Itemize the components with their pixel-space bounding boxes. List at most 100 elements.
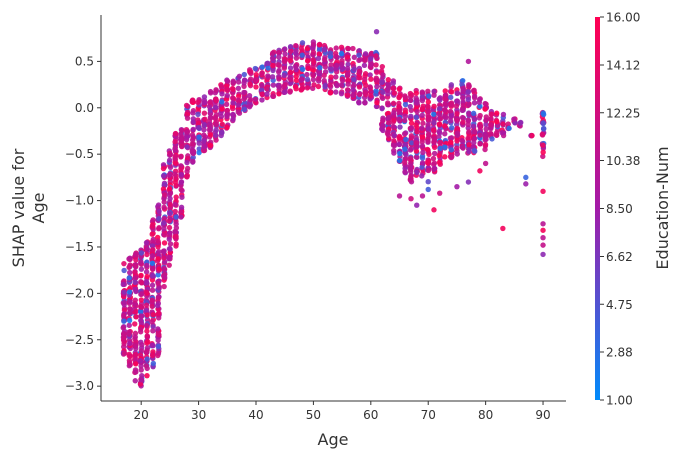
data-point [333,89,339,95]
data-point [252,65,259,72]
data-point [402,146,408,152]
colorbar [595,17,600,400]
data-point [408,113,414,119]
data-point [144,328,150,334]
data-point [132,269,138,276]
data-point [477,141,483,147]
data-point [413,148,420,154]
data-point [472,148,478,154]
data-point [190,135,196,141]
data-point [403,136,409,143]
x-tick-label: 60 [363,408,378,422]
data-point [437,95,443,101]
data-point [408,196,414,202]
data-point [143,322,150,329]
data-point [150,328,156,334]
data-point [488,131,494,138]
data-point [523,181,529,187]
data-point [396,157,403,164]
data-point [196,134,202,140]
data-point [149,253,156,259]
data-point [419,143,426,149]
data-point [132,351,139,357]
data-point [460,88,466,94]
data-point [201,127,207,133]
data-point [195,99,201,105]
data-point [269,55,276,61]
data-point [310,41,317,48]
data-point [391,90,398,96]
data-point [390,85,396,92]
data-point [437,116,444,122]
data-point [482,106,488,112]
data-point [333,74,339,80]
data-point [350,45,356,52]
data-point [161,255,167,261]
data-point [447,118,454,124]
data-point [201,100,207,106]
data-point [143,289,149,295]
data-point [207,121,213,128]
data-point [235,79,242,85]
data-point [281,58,288,65]
data-point [483,117,489,123]
data-point [374,69,380,75]
y-tick-label: −2.5 [65,333,94,347]
data-point [425,88,431,95]
data-point [253,84,259,90]
data-point [230,111,236,118]
data-point [212,104,218,111]
data-point [327,50,334,56]
data-point [470,110,477,117]
data-point [414,108,420,115]
data-point [230,116,236,122]
data-point [391,110,397,116]
data-point [304,58,311,64]
data-point [539,131,546,138]
data-point [397,150,403,157]
data-point [494,118,500,125]
data-point [459,137,465,144]
data-point [362,57,368,64]
data-point [419,106,426,113]
data-point [397,135,403,141]
data-point [190,126,196,133]
data-point [425,99,432,105]
data-point [184,159,190,166]
data-point [471,100,478,106]
data-point [413,90,420,96]
data-point [206,127,213,133]
data-point [310,49,317,56]
data-point [310,76,317,83]
data-point [304,45,311,52]
data-point [144,251,150,258]
data-point [321,77,327,84]
colorbar-label: Education-Num [653,146,672,269]
data-point [287,48,294,55]
data-point [189,148,195,154]
data-point [373,29,380,35]
data-point [321,56,328,63]
colorbar-tick-label: 14.12 [606,59,640,73]
data-point [178,179,185,185]
data-point [281,72,287,78]
data-point [436,159,443,166]
data-point [143,302,150,308]
data-point [362,76,368,83]
data-point [424,146,431,153]
x-tick-label: 20 [134,408,149,422]
data-point [132,334,138,340]
data-point [161,274,168,280]
data-point [436,121,443,127]
data-point [471,87,477,93]
data-point [454,111,460,117]
x-ticks: 20 30 40 50 60 70 80 90 [134,401,551,422]
data-point [304,71,310,78]
data-point [431,111,437,117]
data-point [419,97,426,104]
data-point [425,104,431,110]
data-point [460,102,466,109]
x-tick-label: 90 [535,408,550,422]
y-tick-label: −1.5 [65,240,94,254]
data-point [362,82,369,88]
